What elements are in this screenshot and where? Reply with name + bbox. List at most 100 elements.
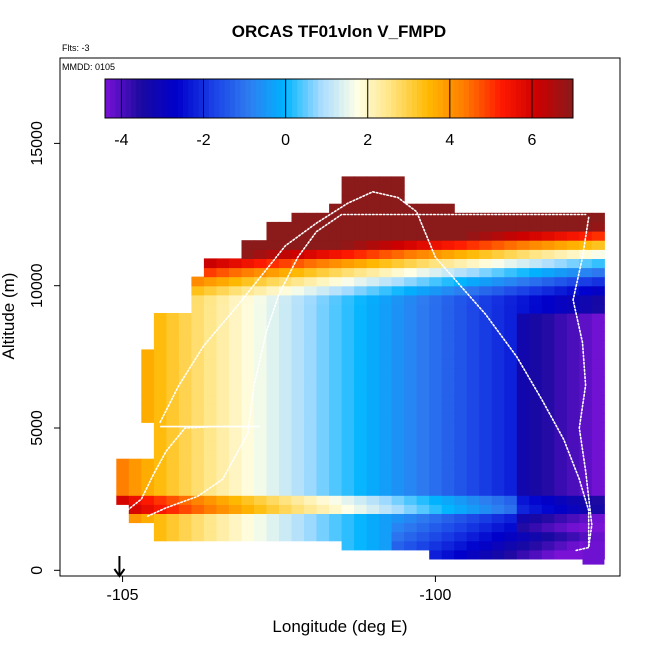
colorbar-swatch <box>229 79 236 118</box>
heatmap-cell <box>354 504 368 514</box>
heatmap-cell <box>279 331 293 341</box>
heatmap-cell <box>266 504 280 514</box>
colorbar-swatch <box>292 79 298 118</box>
heatmap-cell <box>316 231 330 241</box>
heatmap-cell <box>291 240 305 250</box>
colorbar-swatch <box>463 79 470 118</box>
heatmap-cell <box>491 549 505 560</box>
heatmap-cell <box>466 331 480 341</box>
heatmap-cell <box>441 504 455 514</box>
heatmap-cell <box>304 431 318 442</box>
heatmap-cell <box>354 221 368 232</box>
heatmap-cell <box>441 212 455 223</box>
heatmap-cell <box>454 486 468 496</box>
heatmap-cell <box>516 431 530 442</box>
heatmap-cell <box>329 367 343 378</box>
heatmap-cell <box>504 249 518 259</box>
heatmap-cell <box>479 477 493 487</box>
heatmap-cell <box>329 413 343 423</box>
heatmap-cell <box>404 404 418 414</box>
heatmap-cell <box>153 313 167 323</box>
heatmap-cell <box>504 431 518 442</box>
heatmap-cell <box>228 522 242 533</box>
heatmap-cell <box>379 477 393 487</box>
heatmap-cell <box>354 194 368 205</box>
heatmap-cell <box>153 322 167 332</box>
heatmap-cell <box>153 331 167 341</box>
heatmap-cell <box>291 221 305 232</box>
heatmap-cell <box>566 385 580 396</box>
heatmap-cell <box>454 349 468 360</box>
heatmap-cell <box>329 231 343 241</box>
heatmap-cell <box>529 276 543 287</box>
heatmap-cell <box>491 376 505 387</box>
heatmap-cell <box>341 249 355 259</box>
heatmap-cell <box>316 340 330 350</box>
heatmap-cell <box>504 303 518 314</box>
heatmap-cell <box>529 531 543 542</box>
heatmap-cell <box>341 495 355 505</box>
heatmap-cell <box>203 294 217 305</box>
heatmap-cell <box>566 458 580 469</box>
heatmap-cell <box>241 449 255 460</box>
heatmap-cell <box>316 422 330 432</box>
heatmap-cell <box>566 422 580 432</box>
heatmap-cell <box>466 376 480 387</box>
heatmap-cell <box>241 376 255 387</box>
heatmap-cell <box>466 413 480 423</box>
heatmap-cell <box>216 303 230 314</box>
heatmap-cell <box>404 540 418 551</box>
heatmap-cell <box>341 422 355 432</box>
heatmap-cell <box>329 358 343 369</box>
heatmap-cell <box>354 258 368 269</box>
heatmap-cell <box>479 385 493 396</box>
heatmap-cell <box>304 276 318 287</box>
heatmap-cell <box>379 258 393 269</box>
heatmap-cell <box>354 203 368 214</box>
heatmap-cell <box>241 522 255 533</box>
heatmap-cell <box>166 449 180 460</box>
heatmap-cell <box>266 477 280 487</box>
heatmap-cell <box>304 331 318 341</box>
heatmap-cell <box>354 431 368 442</box>
heatmap-cell <box>491 240 505 250</box>
heatmap-cell <box>178 486 192 496</box>
heatmap-cell <box>566 240 580 250</box>
heatmap-cell <box>429 395 443 405</box>
colorbar-tick-label: 6 <box>527 132 536 149</box>
heatmap-cell <box>579 431 593 442</box>
heatmap-cell <box>466 504 480 514</box>
heatmap-cell <box>178 413 192 423</box>
heatmap-cell <box>329 303 343 314</box>
heatmap-cell <box>341 303 355 314</box>
heatmap-cell <box>279 385 293 396</box>
heatmap-cell <box>479 467 493 478</box>
heatmap-cell <box>316 240 330 250</box>
heatmap-cell <box>216 285 230 296</box>
heatmap-cell <box>241 258 255 269</box>
heatmap-cell <box>141 404 155 414</box>
heatmap-cell <box>479 495 493 505</box>
heatmap-cell <box>504 540 518 551</box>
heatmap-cell <box>341 413 355 423</box>
heatmap-cell <box>479 258 493 269</box>
heatmap-cell <box>491 404 505 414</box>
heatmap-cell <box>366 413 380 423</box>
heatmap-cell <box>379 413 393 423</box>
heatmap-cell <box>191 322 205 332</box>
heatmap-cell <box>266 258 280 269</box>
heatmap-cell <box>441 458 455 469</box>
heatmap-cell <box>416 349 430 360</box>
heatmap-cell <box>379 303 393 314</box>
heatmap-cell <box>429 376 443 387</box>
heatmap-cell <box>454 340 468 350</box>
heatmap-cell <box>266 322 280 332</box>
colorbar-swatch <box>422 79 428 118</box>
heatmap-cell <box>153 504 167 514</box>
heatmap-cell <box>329 458 343 469</box>
heatmap-cell <box>579 477 593 487</box>
heatmap-cell <box>404 531 418 542</box>
heatmap-cell <box>191 440 205 451</box>
heatmap-cell <box>416 322 430 332</box>
heatmap-cell <box>504 285 518 296</box>
